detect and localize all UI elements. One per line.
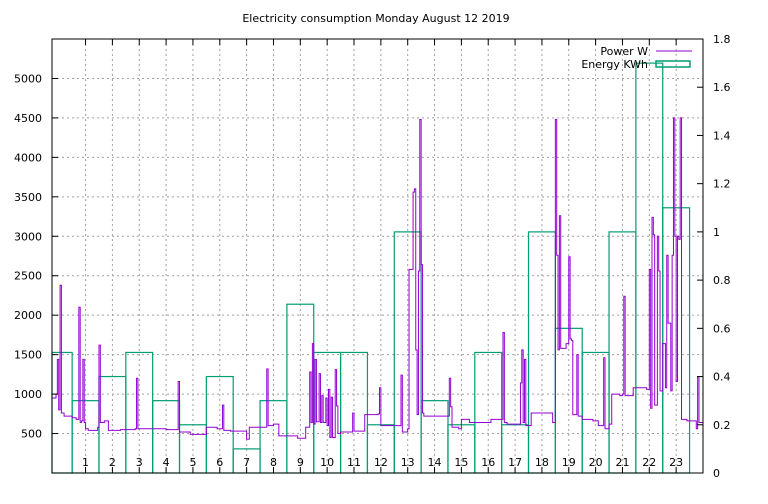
x-tick-label: 4 bbox=[163, 456, 170, 469]
y-right-tick-label: 1.6 bbox=[713, 81, 731, 94]
plot-frame bbox=[51, 38, 704, 474]
x-tick-label: 3 bbox=[136, 456, 143, 469]
y-right-tick-label: 0.2 bbox=[713, 419, 731, 432]
x-tick-label: 20 bbox=[589, 456, 603, 469]
x-tick-label: 11 bbox=[347, 456, 361, 469]
x-tick-label: 16 bbox=[481, 456, 495, 469]
x-tick-label: 1 bbox=[82, 456, 89, 469]
y-right-tick-label: 0.8 bbox=[713, 274, 731, 287]
y-left-tick-label: 1000 bbox=[14, 388, 42, 401]
energy-box bbox=[608, 231, 637, 474]
legend-label-power: Power W bbox=[600, 45, 648, 58]
x-tick-label: 23 bbox=[669, 456, 683, 469]
x-tick-label: 10 bbox=[320, 456, 334, 469]
legend-label-energy: Energy KWh bbox=[581, 58, 648, 71]
axis-layer: 1 2 3 4 5 6 7 8 9 10 11 12 13 14 15 16 17 18 19 20 21 22 23500… bbox=[14, 33, 731, 480]
y-left-tick-label: 4000 bbox=[14, 151, 42, 164]
y-right-tick-label: 0.6 bbox=[713, 322, 731, 335]
y-right-tick-label: 0 bbox=[713, 467, 720, 480]
x-tick-label: 18 bbox=[535, 456, 549, 469]
y-right-tick-label: 1.8 bbox=[713, 33, 731, 46]
power-line bbox=[52, 117, 703, 440]
x-tick-label: 12 bbox=[374, 456, 388, 469]
y-right-tick-label: 0.4 bbox=[713, 371, 731, 384]
x-tick-label: 2 bbox=[109, 456, 116, 469]
legend-swatch-energy bbox=[655, 60, 691, 68]
x-tick-label: 22 bbox=[642, 456, 656, 469]
x-tick-label: 15 bbox=[454, 456, 468, 469]
x-tick-label: 13 bbox=[401, 456, 415, 469]
x-tick-label: 8 bbox=[270, 456, 277, 469]
y-left-tick-label: 2500 bbox=[14, 270, 42, 283]
energy-box bbox=[527, 231, 556, 474]
x-tick-label: 19 bbox=[562, 456, 576, 469]
y-left-tick-label: 3500 bbox=[14, 191, 42, 204]
y-left-tick-label: 1500 bbox=[14, 349, 42, 362]
x-tick-label: 6 bbox=[216, 456, 223, 469]
y-left-tick-label: 500 bbox=[21, 428, 42, 441]
legend: Power W Energy KWh bbox=[581, 45, 692, 71]
x-tick-label: 14 bbox=[428, 456, 442, 469]
x-tick-label: 17 bbox=[508, 456, 522, 469]
x-tick-label: 5 bbox=[189, 456, 196, 469]
y-right-tick-label: 1.4 bbox=[713, 129, 731, 142]
y-right-tick-label: 1 bbox=[713, 226, 720, 239]
y-right-tick-label: 1.2 bbox=[713, 178, 731, 191]
energy-boxes-layer bbox=[51, 62, 691, 474]
y-left-tick-label: 4500 bbox=[14, 112, 42, 125]
x-tick-label: 9 bbox=[297, 456, 304, 469]
chart-title: Electricity consumption Monday August 12… bbox=[242, 12, 509, 25]
y-left-tick-label: 3000 bbox=[14, 230, 42, 243]
x-tick-label: 7 bbox=[243, 456, 250, 469]
power-line-layer bbox=[52, 117, 703, 440]
y-left-tick-label: 5000 bbox=[14, 72, 42, 85]
y-left-tick-label: 2000 bbox=[14, 309, 42, 322]
x-tick-label: 21 bbox=[615, 456, 629, 469]
